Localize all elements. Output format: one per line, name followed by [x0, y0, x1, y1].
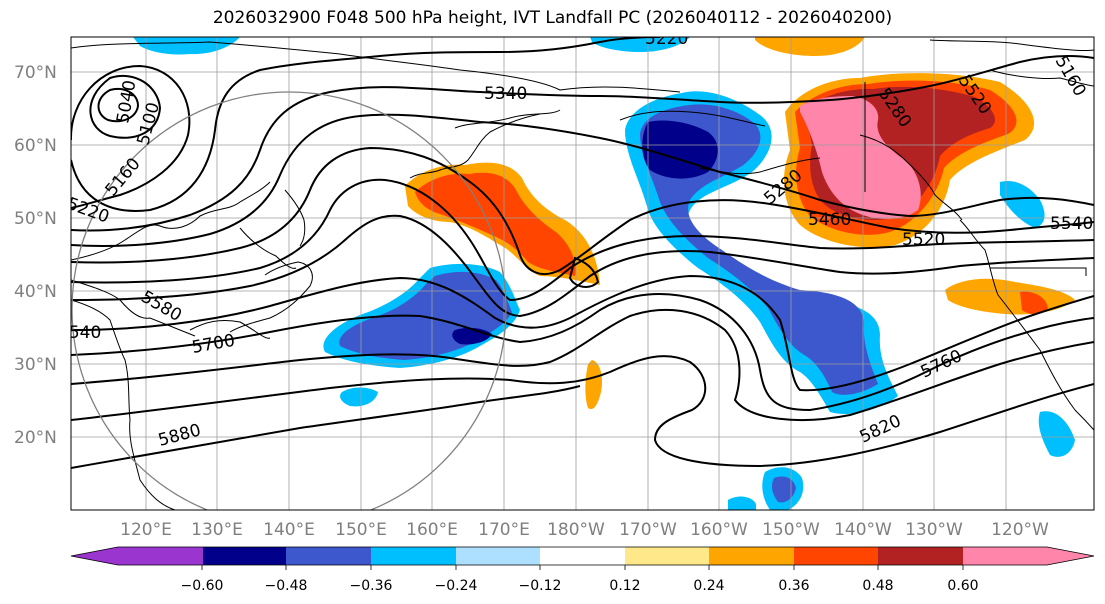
colorbar-tick-label: 0.36	[778, 578, 809, 594]
colorbar-seg	[709, 547, 795, 565]
latitude-labels: 70°N 60°N 50°N 40°N 30°N 20°N	[14, 63, 57, 448]
lat-label: 40°N	[14, 282, 57, 302]
lon-label: 170°E	[478, 520, 530, 540]
lon-label: 150°W	[762, 520, 820, 540]
map-title: 2026032900 F048 500 hPa height, IVT Land…	[212, 8, 893, 28]
colorbar-seg	[456, 547, 541, 565]
colorbar-tick-label: 0.12	[609, 578, 640, 594]
lon-label: 130°E	[191, 520, 243, 540]
colorbar-tick-label: −0.36	[350, 578, 393, 594]
height-contours	[71, 37, 1094, 469]
colorbar-tick-label: −0.48	[265, 578, 308, 594]
colorbar-seg	[963, 547, 1094, 565]
colorbar-seg	[625, 547, 710, 565]
lon-label: 160°E	[406, 520, 458, 540]
lat-label: 20°N	[14, 428, 57, 448]
longitude-labels: 120°E 130°E 140°E 150°E 160°E 170°E 180°…	[120, 520, 1049, 540]
lon-label: 120°E	[120, 520, 172, 540]
colorbar-seg	[371, 547, 457, 565]
lon-label: 170°W	[619, 520, 677, 540]
contour-label: 5460	[808, 210, 851, 230]
lat-label: 50°N	[14, 209, 57, 229]
lon-label: 120°W	[991, 520, 1049, 540]
contour-label: 5540	[1050, 214, 1093, 234]
coastlines	[71, 39, 1094, 510]
colorbar-seg	[286, 547, 372, 565]
contour-label: 5540	[58, 323, 101, 343]
colorbar: −0.60 −0.48 −0.36 −0.24 −0.12 0.12 0.24 …	[70, 546, 1095, 594]
colorbar-seg	[540, 547, 626, 565]
contour-label: 5520	[902, 230, 945, 250]
colorbar-seg	[878, 547, 964, 565]
lon-label: 150°E	[335, 520, 387, 540]
colorbar-tick-label: −0.12	[519, 578, 562, 594]
map-area: 5220 5340 5040 5100 5160 5220 5280 5520 …	[58, 29, 1094, 510]
lon-label: 160°W	[690, 520, 748, 540]
lat-label: 60°N	[14, 136, 57, 156]
range-circle	[71, 91, 507, 510]
lon-label: 130°W	[905, 520, 963, 540]
lon-label: 180°W	[547, 520, 605, 540]
colorbar-seg	[202, 547, 287, 565]
lon-label: 140°W	[834, 520, 892, 540]
contour-label: 5220	[645, 29, 688, 49]
colorbar-tick-label: −0.24	[435, 578, 478, 594]
colorbar-seg	[118, 547, 203, 565]
colorbar-tick-label: 0.60	[947, 578, 978, 594]
colorbar-ticks	[201, 565, 964, 570]
colorbar-tick-label: 0.24	[693, 578, 724, 594]
map-frame	[70, 36, 1095, 511]
colorbar-tick-label: −0.60	[181, 578, 224, 594]
colorbar-seg	[71, 547, 118, 565]
colorbar-tick-label: 0.48	[862, 578, 893, 594]
lon-label: 140°E	[263, 520, 315, 540]
lat-label: 70°N	[14, 63, 57, 83]
colorbar-outline	[70, 546, 1095, 566]
colorbar-seg	[794, 547, 879, 565]
lat-label: 30°N	[14, 355, 57, 375]
ivt-positive-shading	[405, 37, 1075, 410]
contour-label: 5340	[484, 84, 527, 104]
